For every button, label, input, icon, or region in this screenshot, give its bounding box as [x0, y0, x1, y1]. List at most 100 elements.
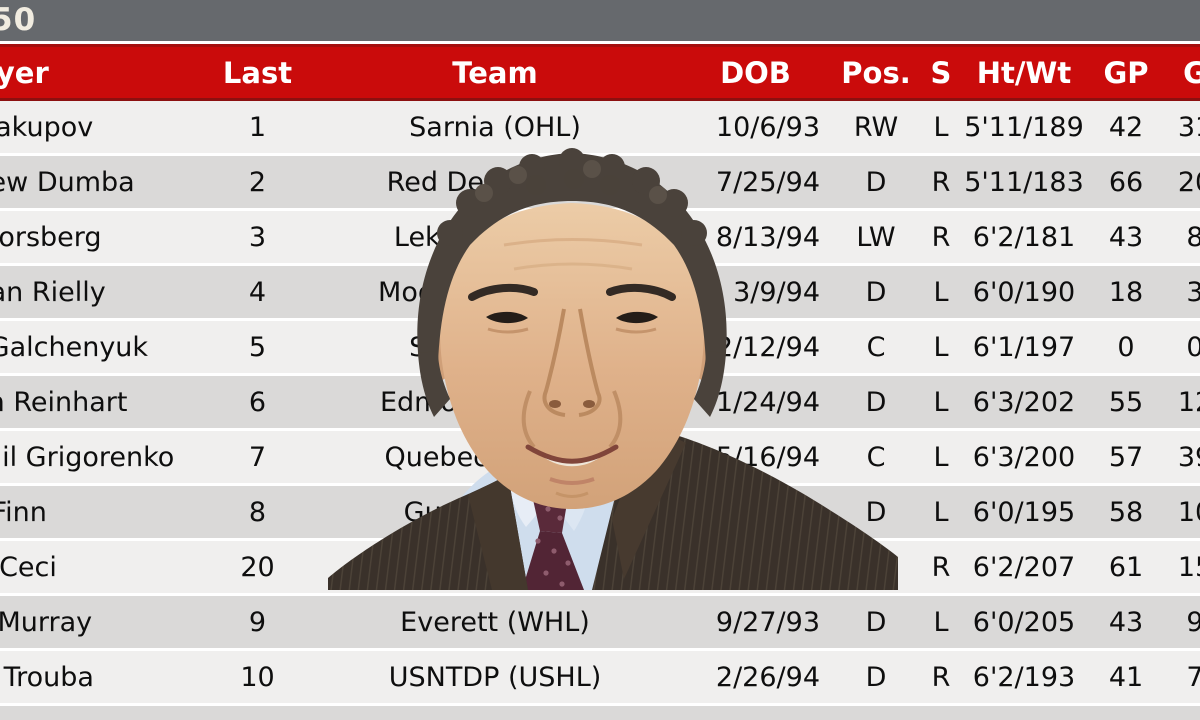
column-header-player: Player: [0, 44, 170, 101]
cell-g: 31: [1160, 101, 1200, 156]
cell-g: 12: [1160, 376, 1200, 431]
cell-last: 4: [170, 266, 345, 321]
cell-last: 20: [170, 541, 345, 596]
cell-last: 3: [170, 211, 345, 266]
cell-pos: D: [826, 596, 926, 651]
column-header-g: G: [1160, 44, 1200, 101]
cell-pos: D: [826, 156, 926, 211]
cell-last: 1: [170, 101, 345, 156]
cell-pos: D: [826, 486, 926, 541]
cell-pos: C: [826, 321, 926, 376]
cell-g: 7: [1160, 651, 1200, 706]
cell-gp: 0: [1092, 321, 1160, 376]
cell-g: 20: [1160, 156, 1200, 211]
cell-pos: D: [826, 651, 926, 706]
cell-pos: D: [826, 376, 926, 431]
cell-g: 3: [1160, 266, 1200, 321]
cell-shoots: R: [926, 541, 956, 596]
column-header-gp: GP: [1092, 44, 1160, 101]
column-header-shoots: S: [926, 44, 956, 101]
cell-htwt: 6'1/197: [956, 321, 1092, 376]
cell-g: 8: [1160, 211, 1200, 266]
cell-shoots: L: [926, 486, 956, 541]
cell-gp: 18: [1092, 266, 1160, 321]
cell-player: Matt Finn: [0, 486, 170, 541]
cell-dob: 2/26/94: [645, 651, 826, 706]
cell-dob: 10/6/93: [645, 101, 826, 156]
column-header-dob: DOB: [645, 44, 826, 101]
cell-player: Nail Yakupov: [0, 101, 170, 156]
eyebrows: [468, 283, 538, 301]
table-row: Morgan Rielly4Moose Jaw (WHL)3/9/94DL6'0…: [0, 266, 1200, 321]
cell-pos: D: [826, 266, 926, 321]
cell-gp: 43: [1092, 211, 1160, 266]
cell-g: 9: [1160, 596, 1200, 651]
nose: [542, 308, 602, 417]
eyes: [486, 311, 528, 324]
column-header-htwt: Ht/Wt: [956, 44, 1092, 101]
cell-player: Morgan Rielly: [0, 266, 170, 321]
cell-gp: 41: [1092, 651, 1160, 706]
cell-pos: RW: [826, 101, 926, 156]
cell-last: 6: [170, 376, 345, 431]
cell-dob: 9/27/93: [645, 596, 826, 651]
cell-last: 8: [170, 486, 345, 541]
cell-team: Everett (WHL): [345, 596, 645, 651]
hair: [417, 148, 727, 417]
cell-htwt: 6'0/195: [956, 486, 1092, 541]
cell-player: Filip Forsberg: [0, 211, 170, 266]
cell-htwt: 5'11/189: [956, 101, 1092, 156]
cell-player: Mikhail Grigorenko: [0, 431, 174, 486]
cell-pos: C: [826, 431, 926, 486]
cell-last: 9: [170, 596, 345, 651]
cell-gp: 61: [1092, 541, 1160, 596]
cell-shoots: R: [926, 156, 956, 211]
analyst-photo: [328, 148, 898, 590]
cell-last: 2: [170, 156, 345, 211]
cell-htwt: 6'0/190: [956, 266, 1092, 321]
cell-team: USNTDP (USHL): [345, 651, 645, 706]
cell-htwt: 6'2/181: [956, 211, 1092, 266]
cell-htwt: 6'2/193: [956, 651, 1092, 706]
table-row: Nail Yakupov1Sarnia (OHL)10/6/93RWL5'11/…: [0, 101, 1200, 156]
cell-gp: 57: [1092, 431, 1160, 486]
top-bar: 50: [0, 0, 1200, 41]
column-header-last: Last: [170, 44, 345, 101]
cell-shoots: L: [926, 376, 956, 431]
cell-gp: 66: [1092, 156, 1160, 211]
cell-player: Mathew Dumba: [0, 156, 170, 211]
cell-team: Sarnia (OHL): [345, 101, 645, 156]
column-header-pos: Pos.: [826, 44, 926, 101]
cell-g: 0: [1160, 321, 1200, 376]
cell-g: 15: [1160, 541, 1200, 596]
cell-player: Jacob Trouba: [0, 651, 170, 706]
cell-player: Griffin Reinhart: [0, 376, 170, 431]
cell-shoots: R: [926, 651, 956, 706]
cell-player: Cody Ceci: [0, 541, 170, 596]
cell-htwt: 6'3/202: [956, 376, 1092, 431]
cell-shoots: L: [926, 431, 956, 486]
top-bar-label: 50: [0, 2, 37, 38]
cell-htwt: 5'11/183: [956, 156, 1092, 211]
cell-shoots: R: [926, 211, 956, 266]
cell-htwt: 6'3/200: [956, 431, 1092, 486]
column-header-team: Team: [345, 44, 645, 101]
table-row-partial: [0, 706, 1200, 720]
cell-player: Alex Galchenyuk: [0, 321, 170, 376]
cell-g: 39: [1160, 431, 1200, 486]
cell-gp: 43: [1092, 596, 1160, 651]
cell-gp: 42: [1092, 101, 1160, 156]
cell-shoots: L: [926, 596, 956, 651]
cell-gp: 58: [1092, 486, 1160, 541]
cell-last: 5: [170, 321, 345, 376]
cell-g: 10: [1160, 486, 1200, 541]
cell-shoots: L: [926, 266, 956, 321]
cell-pos: LW: [826, 211, 926, 266]
mouth: [525, 444, 619, 485]
cell-htwt: 6'2/207: [956, 541, 1092, 596]
cell-htwt: 6'0/205: [956, 596, 1092, 651]
